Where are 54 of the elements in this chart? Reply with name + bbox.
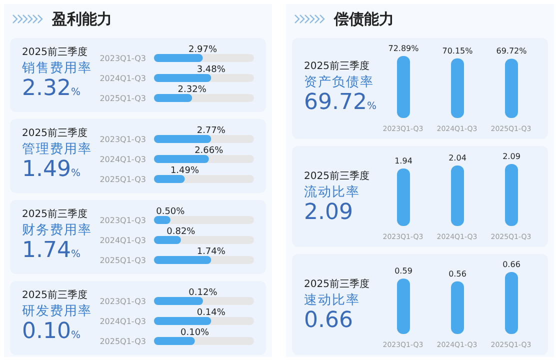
data-label: 69.72% [496, 46, 528, 56]
text: 2025前三季度 [304, 278, 370, 290]
data-label: 0.59 [394, 266, 412, 276]
y-tick-label: 2024Q1-Q3 [100, 74, 146, 83]
data-label: 2.97% [188, 45, 218, 55]
text: 资产负债率 [304, 74, 375, 90]
y-tick-label: 2025Q1-Q3 [100, 94, 146, 103]
text: 1.49% [22, 157, 82, 184]
annotation: 69.72% [304, 90, 376, 116]
data-label: 0.12% [188, 288, 218, 298]
data-label: 2.77% [196, 126, 226, 136]
text: 2.09 [304, 200, 354, 224]
data-label: 1.94 [394, 156, 412, 166]
y-tick-label: 2025Q1-Q3 [100, 174, 146, 184]
y-tick-label: 2025Q1-Q3 [100, 256, 146, 265]
text: 2025前三季度 [22, 46, 88, 59]
text: 财务费用率 [22, 222, 92, 239]
data-label: 72.89% [388, 44, 420, 53]
y-tick-label: 2023Q1-Q3 [100, 216, 146, 225]
text: 2025前三季度 [22, 288, 88, 302]
data-label: 2.04 [448, 153, 466, 162]
data-label: 3.48% [196, 65, 226, 75]
text: 盈利能力 [52, 10, 112, 28]
y-tick-label: 2024Q1-Q3 [100, 316, 146, 326]
text: 1.74% [22, 238, 82, 265]
text: 2025前三季度 [22, 208, 88, 221]
y-tick-label: 2024Q1-Q3 [100, 154, 146, 164]
text: 研发费用率 [22, 303, 92, 320]
text: 0.10% [22, 319, 82, 346]
text: 2.32% [22, 76, 82, 103]
data-label: 70.15% [442, 46, 474, 56]
text: 速动比率 [304, 292, 361, 308]
data-label: 1.49% [170, 166, 200, 176]
data-label: 0.10% [180, 328, 210, 338]
text: 偿债能力 [334, 10, 394, 28]
data-label: 0.56 [448, 269, 466, 278]
data-label: 0.66 [502, 260, 520, 269]
data-label: 0.50% [156, 207, 186, 217]
text: 管理费用率 [22, 141, 92, 158]
y-tick-label: 2023Q1-Q3 [100, 134, 146, 144]
data-label: 0.14% [196, 308, 226, 318]
data-label: 2.09 [502, 152, 520, 161]
data-label: 2.66% [194, 146, 224, 156]
data-label: 2.32% [178, 85, 207, 95]
text: 2025前三季度 [304, 170, 370, 182]
data-label: 1.74% [196, 247, 226, 257]
text: 销售费用率 [22, 60, 92, 77]
y-tick-label: 2023Q1-Q3 [100, 296, 146, 306]
chart-subtitle: 2025前三季度 [304, 60, 370, 72]
data-label: 0.82% [166, 227, 196, 237]
text: 流动比率 [304, 184, 361, 200]
y-tick-label: 2023Q1-Q3 [100, 54, 146, 63]
text: 2025前三季度 [22, 126, 88, 140]
text: 0.66 [304, 308, 354, 332]
